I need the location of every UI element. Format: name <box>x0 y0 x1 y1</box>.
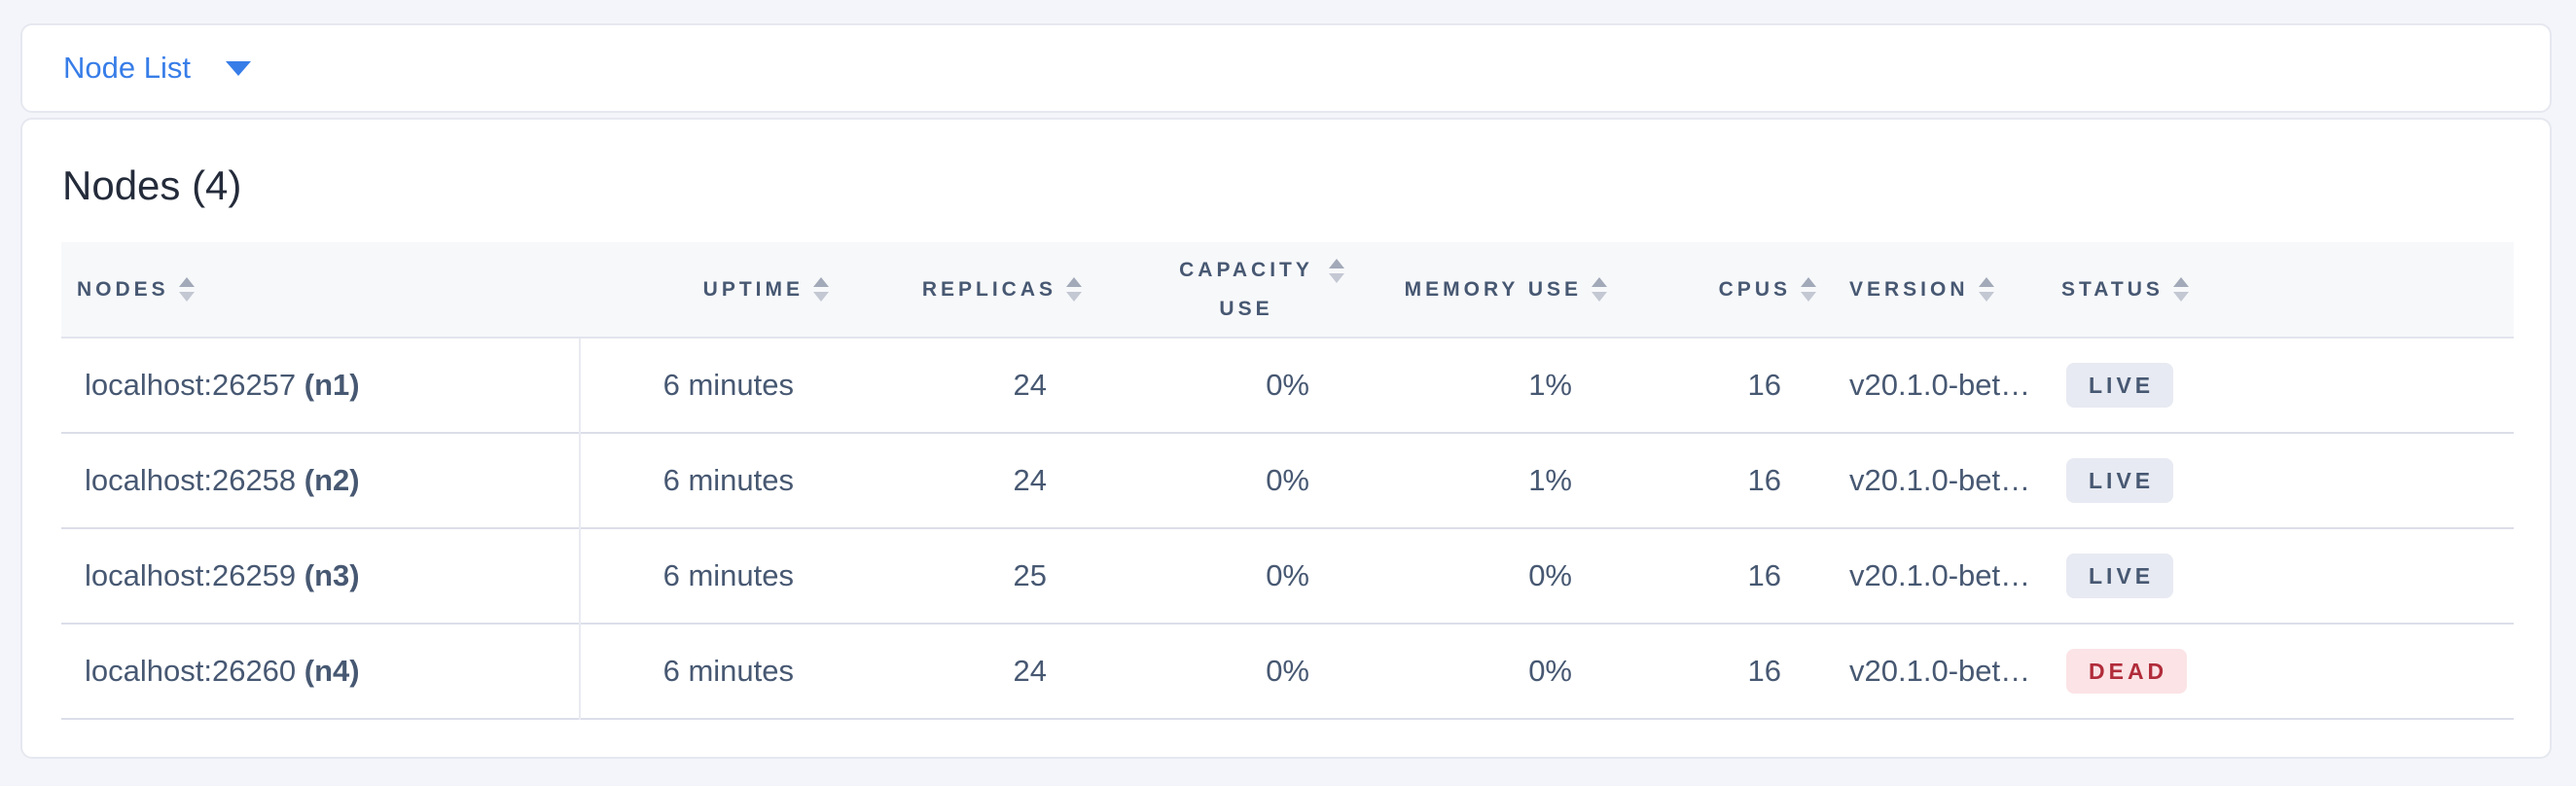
version-cell: v20.1.0-bet… <box>1849 463 2031 497</box>
node-row[interactable]: localhost:26259 (n3) 6 minutes 25 0% 0% … <box>61 528 2514 624</box>
sort-icon <box>1592 277 1607 302</box>
replicas-cell: 24 <box>1013 654 1047 688</box>
status-cell: LIVE <box>2034 528 2514 624</box>
cpus-cell: 16 <box>1747 463 1781 497</box>
uptime-cell: 6 minutes <box>662 654 794 688</box>
version-cell: v20.1.0-bet… <box>1849 368 2031 402</box>
memory-use-cell: 1% <box>1528 368 1572 402</box>
node-address-cell: localhost:26257 (n1) <box>61 338 581 433</box>
node-row[interactable]: localhost:26260 (n4) 6 minutes 24 0% 0% … <box>61 624 2514 719</box>
status-cell: LIVE <box>2034 433 2514 528</box>
status-badge: DEAD <box>2066 649 2188 694</box>
status-badge: LIVE <box>2066 458 2174 503</box>
column-header-memory-use[interactable]: MEMORY USE <box>1348 242 1611 339</box>
column-header-uptime[interactable]: UPTIME <box>580 242 833 339</box>
sort-icon <box>1329 258 1344 283</box>
column-header-capacity-use[interactable]: CAPACITY USE <box>1086 242 1348 339</box>
node-list-dropdown[interactable]: Node List <box>63 51 251 86</box>
version-cell: v20.1.0-bet… <box>1849 654 2031 688</box>
replicas-cell: 25 <box>1013 558 1047 592</box>
capacity-use-cell: 0% <box>1266 368 1309 402</box>
node-id: (n2) <box>304 463 360 497</box>
memory-use-cell: 0% <box>1528 558 1572 592</box>
replicas-cell: 24 <box>1013 463 1047 497</box>
status-badge: LIVE <box>2066 363 2174 408</box>
capacity-use-cell: 0% <box>1266 558 1309 592</box>
node-row[interactable]: localhost:26258 (n2) 6 minutes 24 0% 1% … <box>61 433 2514 528</box>
cpus-cell: 16 <box>1747 558 1781 592</box>
node-address-cell: localhost:26260 (n4) <box>61 624 581 719</box>
page-header-bar: Node List <box>20 23 2552 113</box>
sort-icon <box>1801 277 1816 302</box>
sort-icon <box>813 277 829 302</box>
sort-icon <box>1066 277 1082 302</box>
node-address-cell: localhost:26258 (n2) <box>61 433 581 528</box>
node-id: (n1) <box>304 368 360 402</box>
column-header-replicas[interactable]: REPLICAS <box>833 242 1086 339</box>
capacity-use-cell: 0% <box>1266 463 1309 497</box>
uptime-cell: 6 minutes <box>662 558 794 592</box>
node-list-dropdown-label: Node List <box>63 51 191 85</box>
page-title: Nodes (4) <box>62 162 242 208</box>
node-id: (n3) <box>304 558 360 592</box>
sort-icon <box>178 277 195 302</box>
cpus-cell: 16 <box>1747 654 1781 688</box>
sort-icon <box>2172 277 2189 302</box>
nodes-card: Nodes (4) NODES UPTIME <box>20 118 2552 759</box>
status-cell: DEAD <box>2034 624 2514 719</box>
status-badge: LIVE <box>2066 554 2174 598</box>
memory-use-cell: 1% <box>1528 463 1572 497</box>
caret-down-icon <box>225 60 251 76</box>
node-row[interactable]: localhost:26257 (n1) 6 minutes 24 0% 1% … <box>61 338 2514 433</box>
column-header-version[interactable]: VERSION <box>1820 242 2034 339</box>
cpus-cell: 16 <box>1747 368 1781 402</box>
node-id: (n4) <box>304 654 360 688</box>
version-cell: v20.1.0-bet… <box>1849 558 2031 592</box>
nodes-table: NODES UPTIME REPLICAS <box>61 242 2514 720</box>
status-cell: LIVE <box>2034 338 2514 433</box>
column-header-cpus[interactable]: CPUS <box>1611 242 1820 339</box>
uptime-cell: 6 minutes <box>662 463 794 497</box>
column-header-status[interactable]: STATUS <box>2034 242 2514 339</box>
uptime-cell: 6 minutes <box>662 368 794 402</box>
node-address-cell: localhost:26259 (n3) <box>61 528 581 624</box>
memory-use-cell: 0% <box>1528 654 1572 688</box>
table-header-row: NODES UPTIME REPLICAS <box>61 242 2514 339</box>
sort-icon <box>1978 277 1994 302</box>
column-header-nodes[interactable]: NODES <box>61 242 580 339</box>
capacity-use-cell: 0% <box>1266 654 1309 688</box>
replicas-cell: 24 <box>1013 368 1047 402</box>
